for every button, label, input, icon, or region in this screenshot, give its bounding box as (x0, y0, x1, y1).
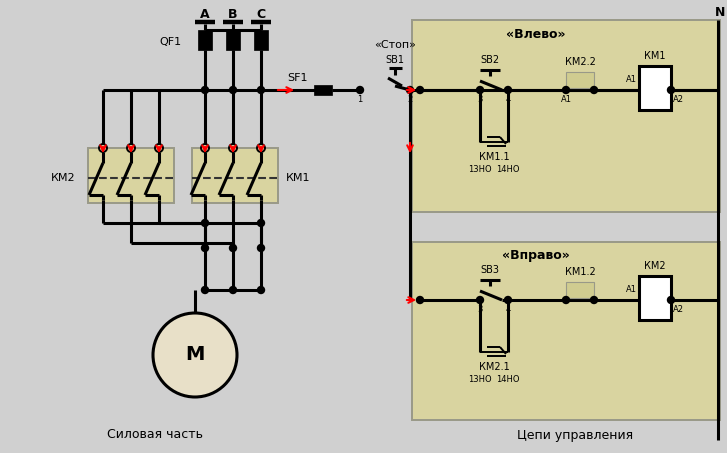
Text: SB2: SB2 (481, 55, 499, 65)
Bar (254, 30, 268, 50)
Circle shape (505, 297, 512, 304)
Circle shape (201, 286, 209, 294)
Bar (192, 148, 278, 203)
Text: C: C (257, 9, 265, 21)
Text: «Влево»: «Влево» (506, 28, 566, 40)
Bar (198, 30, 212, 50)
Circle shape (417, 297, 424, 304)
Text: SB3: SB3 (481, 265, 499, 275)
Text: 2: 2 (407, 95, 413, 103)
Text: N: N (715, 5, 726, 19)
Text: 4: 4 (505, 95, 510, 103)
Bar (314, 85, 332, 95)
Circle shape (229, 144, 237, 152)
Circle shape (127, 144, 135, 152)
Text: A1: A1 (561, 95, 571, 103)
Circle shape (417, 87, 424, 93)
Text: B: B (228, 9, 238, 21)
Circle shape (257, 144, 265, 152)
Circle shape (563, 87, 569, 93)
Circle shape (257, 87, 265, 93)
Text: Силовая часть: Силовая часть (107, 429, 203, 442)
Text: «Стоп»: «Стоп» (374, 40, 416, 50)
Text: КМ1: КМ1 (286, 173, 310, 183)
Text: A2: A2 (673, 305, 684, 314)
Text: A: A (200, 9, 210, 21)
Text: 13НО: 13НО (468, 165, 491, 174)
Text: QF1: QF1 (160, 37, 182, 47)
Circle shape (153, 313, 237, 397)
Text: 4: 4 (505, 304, 510, 313)
Text: КМ2.1: КМ2.1 (478, 362, 510, 372)
Text: КМ2: КМ2 (644, 261, 666, 271)
Circle shape (667, 297, 675, 304)
Text: 14НО: 14НО (497, 376, 520, 385)
Text: «Вправо»: «Вправо» (502, 250, 570, 262)
Circle shape (356, 87, 364, 93)
Circle shape (505, 87, 512, 93)
Bar (226, 30, 240, 50)
Circle shape (230, 245, 236, 251)
Text: 1: 1 (358, 95, 363, 103)
Circle shape (476, 87, 483, 93)
Circle shape (406, 87, 414, 93)
Text: 3: 3 (478, 95, 483, 103)
Circle shape (590, 297, 598, 304)
Circle shape (201, 245, 209, 251)
Circle shape (230, 286, 236, 294)
Text: КМ1.1: КМ1.1 (478, 152, 510, 162)
Circle shape (667, 87, 675, 93)
Circle shape (476, 297, 483, 304)
Circle shape (155, 144, 163, 152)
Circle shape (201, 220, 209, 226)
Text: М: М (185, 346, 205, 365)
Text: 3: 3 (478, 304, 483, 313)
Text: КМ1: КМ1 (644, 51, 666, 61)
Bar (639, 276, 671, 320)
Text: КМ2.2: КМ2.2 (565, 57, 595, 67)
Circle shape (257, 245, 265, 251)
Bar (639, 66, 671, 110)
Text: 13НО: 13НО (468, 376, 491, 385)
Text: Цепи управления: Цепи управления (517, 429, 633, 442)
Circle shape (230, 87, 236, 93)
Bar (88, 148, 174, 203)
Text: SF1: SF1 (288, 73, 308, 83)
Circle shape (201, 87, 209, 93)
Text: 14НО: 14НО (497, 165, 520, 174)
Bar (566, 72, 594, 88)
Bar (412, 20, 720, 212)
Circle shape (257, 286, 265, 294)
Circle shape (99, 144, 107, 152)
Bar (566, 282, 594, 298)
Text: SB1: SB1 (385, 55, 404, 65)
Bar (412, 242, 720, 420)
Circle shape (257, 220, 265, 226)
Text: КМ1.2: КМ1.2 (565, 267, 595, 277)
Circle shape (590, 87, 598, 93)
Circle shape (563, 297, 569, 304)
Text: КМ2: КМ2 (52, 173, 76, 183)
Text: A2: A2 (673, 96, 684, 105)
Circle shape (201, 144, 209, 152)
Text: A1: A1 (626, 285, 637, 294)
Text: A1: A1 (626, 76, 637, 85)
